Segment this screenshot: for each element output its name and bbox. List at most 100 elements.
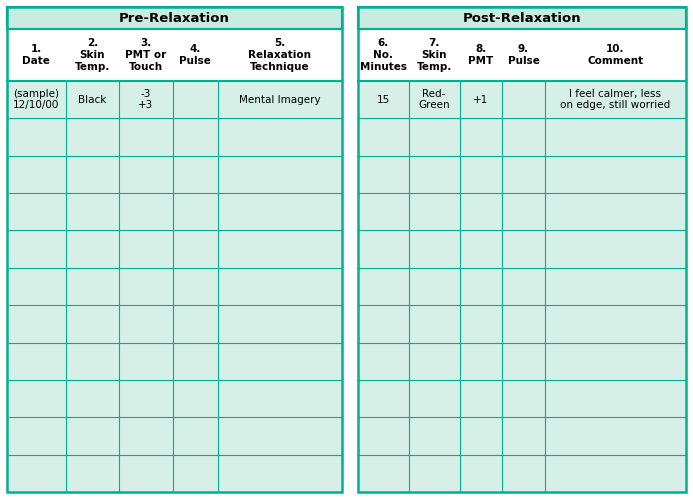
Bar [459, 455, 502, 492]
Bar [545, 81, 686, 118]
Bar [66, 380, 119, 417]
Bar [358, 81, 409, 118]
Text: 5.
Relaxation
Technique: 5. Relaxation Technique [248, 37, 311, 72]
Bar [66, 342, 119, 380]
Bar [66, 455, 119, 492]
Bar [502, 455, 545, 492]
Bar [358, 7, 686, 29]
Bar [358, 455, 409, 492]
Text: 2.
Skin
Temp.: 2. Skin Temp. [75, 37, 110, 72]
Bar [502, 81, 545, 118]
Bar [502, 380, 545, 417]
Bar [119, 380, 173, 417]
Bar [459, 305, 502, 342]
Bar [409, 231, 459, 268]
Bar [66, 118, 119, 156]
Bar [66, 305, 119, 342]
Bar [545, 342, 686, 380]
Bar [7, 305, 66, 342]
Text: Pre-Relaxation: Pre-Relaxation [119, 11, 230, 24]
Text: Black: Black [78, 95, 107, 105]
Bar [7, 455, 66, 492]
Bar [502, 156, 545, 193]
Bar [218, 305, 342, 342]
Bar [7, 7, 342, 29]
Bar [119, 342, 173, 380]
Bar [459, 342, 502, 380]
Bar [7, 268, 66, 305]
Bar [119, 231, 173, 268]
Bar [502, 305, 545, 342]
Text: 4.
Pulse: 4. Pulse [179, 44, 211, 66]
Bar [119, 156, 173, 193]
Bar [218, 342, 342, 380]
Bar [218, 268, 342, 305]
Bar [545, 305, 686, 342]
Bar [459, 193, 502, 231]
Bar [358, 231, 409, 268]
Bar [66, 268, 119, 305]
Bar [7, 156, 66, 193]
Bar [358, 268, 409, 305]
Text: 9.
Pulse: 9. Pulse [507, 44, 539, 66]
Bar [66, 81, 119, 118]
Bar [459, 156, 502, 193]
Bar [218, 118, 342, 156]
Bar [7, 193, 66, 231]
Bar [358, 305, 409, 342]
Bar [545, 231, 686, 268]
Bar [545, 156, 686, 193]
Bar [66, 156, 119, 193]
Bar [545, 268, 686, 305]
Bar [173, 81, 218, 118]
Bar [459, 118, 502, 156]
Bar [502, 118, 545, 156]
Bar [409, 455, 459, 492]
Bar [173, 268, 218, 305]
Bar [119, 455, 173, 492]
Bar [119, 118, 173, 156]
Bar [218, 81, 342, 118]
Text: 8.
PMT: 8. PMT [468, 44, 493, 66]
Bar [358, 417, 409, 455]
Text: 15: 15 [376, 95, 390, 105]
Bar [119, 268, 173, 305]
Bar [66, 231, 119, 268]
Text: +1: +1 [473, 95, 489, 105]
Bar [358, 193, 409, 231]
Bar [173, 305, 218, 342]
Bar [502, 342, 545, 380]
Text: -3
+3: -3 +3 [139, 89, 154, 110]
Bar [7, 118, 66, 156]
Bar [7, 380, 66, 417]
Bar [545, 118, 686, 156]
Text: 10.
Comment: 10. Comment [588, 44, 644, 66]
Bar [459, 81, 502, 118]
Bar [358, 29, 686, 81]
Bar [173, 193, 218, 231]
Bar [218, 156, 342, 193]
Bar [358, 156, 409, 193]
Bar [459, 417, 502, 455]
Text: Post-Relaxation: Post-Relaxation [463, 11, 581, 24]
Bar [545, 455, 686, 492]
Bar [218, 380, 342, 417]
Bar [218, 231, 342, 268]
Bar [502, 268, 545, 305]
Text: I feel calmer, less
on edge, still worried: I feel calmer, less on edge, still worri… [561, 89, 671, 110]
Bar [459, 268, 502, 305]
Bar [66, 417, 119, 455]
Bar [502, 417, 545, 455]
Bar [173, 342, 218, 380]
Bar [409, 268, 459, 305]
Bar [358, 118, 409, 156]
Bar [218, 455, 342, 492]
Text: Red-
Green: Red- Green [419, 89, 450, 110]
Bar [502, 193, 545, 231]
Bar [409, 342, 459, 380]
Bar [173, 455, 218, 492]
Bar [173, 118, 218, 156]
Bar [7, 342, 66, 380]
Bar [173, 156, 218, 193]
Text: Mental Imagery: Mental Imagery [239, 95, 321, 105]
